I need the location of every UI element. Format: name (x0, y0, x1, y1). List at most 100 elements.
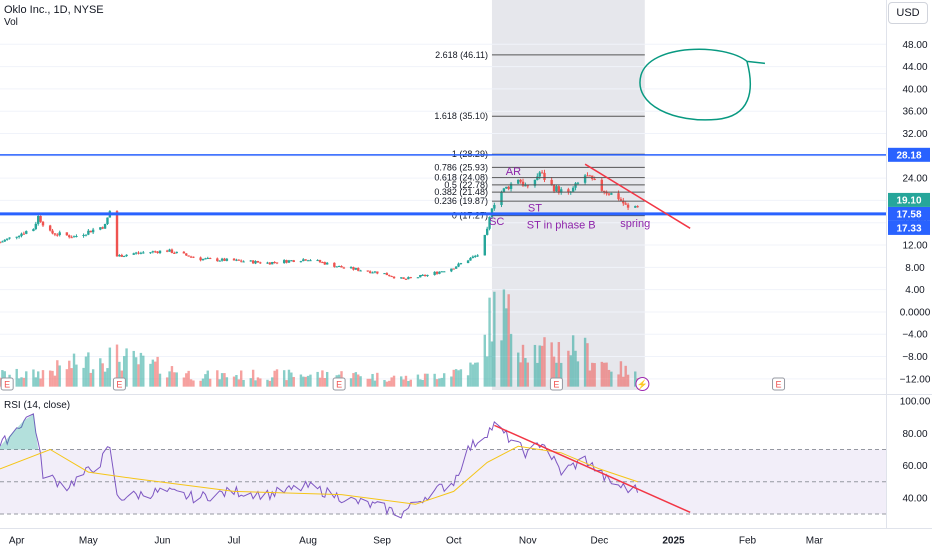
price-tick-6: 24.00 (902, 174, 927, 185)
volume-bar (521, 344, 525, 387)
candle-body (304, 259, 307, 261)
candle-body (583, 175, 587, 183)
volume-bar (225, 377, 229, 387)
volume-bar (409, 379, 412, 387)
volume-bar (103, 371, 107, 387)
volume-bar (290, 372, 293, 387)
volume-bar (41, 370, 45, 387)
candle-body (271, 262, 274, 265)
fib-label-3: 0.786 (25.93) (434, 162, 488, 172)
candle-body (373, 271, 377, 273)
candle-body (454, 266, 458, 269)
candle-body (538, 172, 541, 177)
candle-body (519, 179, 522, 182)
volume-bar (591, 362, 594, 387)
earnings-marker-0: E (4, 380, 10, 390)
volume-bar (158, 373, 162, 387)
candle-body (509, 183, 513, 189)
volume-bar (483, 334, 486, 387)
candle-body (56, 234, 59, 236)
candle-body (404, 278, 408, 280)
fib-zone (491, 0, 645, 390)
annotation-sc: SC (489, 216, 504, 228)
candle-body (555, 186, 558, 192)
price-tick-13: −4.00 (902, 330, 928, 341)
candle-body (192, 256, 195, 258)
candle-body (237, 259, 241, 261)
volume-bar (316, 371, 319, 387)
volume-bar (488, 297, 491, 387)
price-tag-bg (888, 192, 930, 207)
candle-body (342, 267, 346, 269)
price-tick-0: 48.00 (902, 40, 927, 51)
volume-bar (216, 370, 219, 387)
currency-button[interactable]: USD (888, 2, 928, 24)
volume-bar (390, 377, 393, 387)
target-ellipse-drawing (639, 48, 766, 121)
volume-bar (442, 373, 446, 387)
candle-body (84, 234, 88, 236)
candle-body (560, 189, 563, 193)
volume-bar (583, 337, 587, 387)
candle-body (118, 255, 121, 257)
candle-body (256, 261, 260, 263)
candle-body (359, 270, 362, 272)
volume-bar (524, 358, 527, 387)
candle-body (371, 272, 374, 274)
rsi-label: RSI (14, close) (4, 400, 71, 411)
volume-bar (509, 333, 513, 387)
candle-body (402, 277, 405, 279)
volume-bar (567, 350, 570, 387)
candle-body (302, 259, 305, 262)
candle-body (357, 268, 360, 271)
volume-bar (115, 344, 119, 387)
volume-bar (588, 370, 592, 387)
candle-body (5, 238, 9, 240)
candle-body (619, 199, 623, 201)
candle-body (22, 233, 26, 235)
volume-bar (357, 374, 360, 387)
candle-body (306, 260, 310, 262)
candle-body (132, 253, 135, 255)
volume-bar (385, 381, 389, 387)
time-tick-3: Jul (228, 536, 241, 547)
volume-bar (268, 380, 272, 387)
candle-body (101, 227, 104, 229)
volume-bar (51, 370, 54, 387)
volume-bar (134, 357, 138, 387)
candle-body (624, 203, 627, 205)
volume-bar (576, 361, 580, 387)
candle-body (352, 267, 355, 270)
volume-bar (282, 370, 286, 387)
volume-bar (349, 378, 353, 387)
time-tick-4: Aug (299, 536, 317, 547)
volume-bar (505, 308, 508, 387)
candle-body (438, 271, 441, 274)
volume-bar (388, 380, 391, 387)
volume-bar (17, 378, 21, 387)
candle-body (421, 274, 424, 276)
volume-bar (182, 377, 186, 387)
volume-label: Vol (4, 17, 18, 28)
volume-bar (299, 374, 303, 387)
candle-body (533, 179, 537, 186)
level-tag-bg (888, 147, 930, 162)
candle-body (259, 262, 262, 264)
dividend-marker-circle (635, 377, 650, 391)
volume-bar (189, 379, 193, 387)
volume-bar (266, 379, 269, 387)
candle-body (235, 259, 238, 261)
volume-bar (354, 372, 358, 387)
event-marker-layer: E E E E E ⚡ (0, 377, 786, 391)
candle-body (574, 183, 577, 188)
candle-body (41, 221, 45, 226)
fib-label-4: 0.618 (24.08) (434, 173, 488, 183)
candle-body (323, 262, 326, 265)
candle-body (469, 257, 472, 261)
level-tag-support: 17.58 (896, 209, 921, 220)
candle-body (349, 267, 353, 269)
candle-body (452, 268, 455, 270)
annotation-st-in-phase-b: ST in phase B (527, 219, 596, 231)
candle-body (557, 186, 561, 193)
